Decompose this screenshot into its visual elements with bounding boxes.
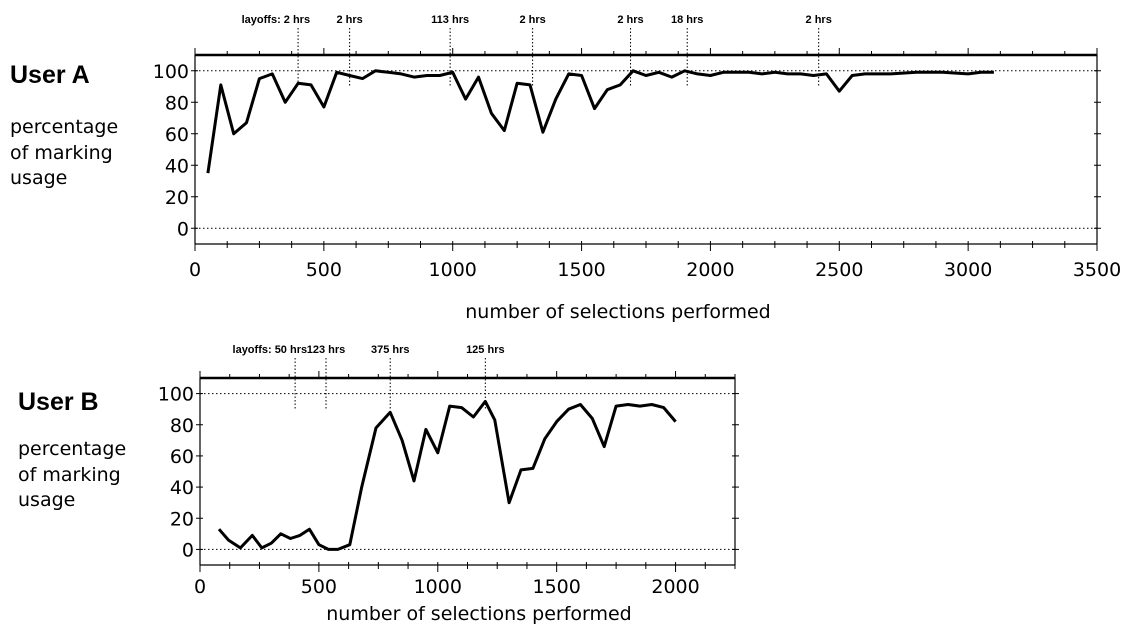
chart-user-b: User B percentage of marking usage numbe…	[18, 344, 739, 625]
y-label-line: of marking	[18, 464, 121, 486]
layoff-label: 123 hrs	[307, 344, 346, 356]
y-tick-label: 60	[165, 124, 189, 146]
x-tick-label: 3000	[944, 259, 992, 281]
y-tick-label: 20	[170, 508, 194, 530]
layoff-label: 2 hrs	[617, 14, 643, 26]
y-tick-label: 0	[182, 539, 194, 561]
y-tick-label: 100	[158, 384, 194, 406]
layoff-label: 125 hrs	[466, 344, 505, 356]
y-tick-label: 40	[165, 155, 189, 177]
y-label-line: usage	[18, 489, 75, 511]
y-label-line: usage	[10, 167, 67, 189]
y-tick-label: 20	[165, 187, 189, 209]
layoff-label: 2 hrs	[336, 14, 362, 26]
layoff-label: layoffs: 50 hrs	[233, 344, 308, 356]
x-tick-label: 2000	[651, 576, 699, 598]
y-tick-label: 80	[170, 415, 194, 437]
y-tick-label: 60	[170, 446, 194, 468]
x-tick-label: 1500	[557, 259, 605, 281]
series-line	[206, 69, 994, 174]
y-tick-label: 80	[165, 92, 189, 114]
x-tick-label: 1000	[414, 576, 462, 598]
layoff-label: 113 hrs	[431, 14, 469, 26]
layoff-label: layoffs: 2 hrs	[242, 14, 310, 26]
y-tick-label: 100	[153, 61, 189, 83]
x-tick-label: 0	[194, 576, 206, 598]
y-tick-label: 40	[170, 477, 194, 499]
x-tick-label: 1000	[429, 259, 477, 281]
x-tick-label: 1500	[532, 576, 580, 598]
layoff-label: 375 hrs	[371, 344, 410, 356]
y-label-line: of marking	[10, 142, 113, 164]
y-tick-label: 0	[177, 218, 189, 240]
y-label-line: percentage	[18, 438, 126, 460]
series-line	[217, 399, 677, 551]
x-tick-label: 500	[306, 259, 342, 281]
x-tick-label: 0	[189, 259, 201, 281]
x-axis-label: number of selections performed	[326, 603, 632, 625]
x-tick-label: 2500	[815, 259, 863, 281]
x-tick-label: 2000	[686, 259, 734, 281]
layoff-label: 2 hrs	[806, 14, 832, 26]
chart-title: User B	[18, 388, 99, 416]
x-axis-label: number of selections performed	[465, 301, 771, 323]
layoff-label: 2 hrs	[519, 14, 545, 26]
chart-user-a: User A percentage of marking usage numbe…	[10, 14, 1121, 323]
y-label-line: percentage	[10, 116, 118, 138]
chart-title: User A	[10, 61, 90, 89]
x-tick-label: 3500	[1073, 259, 1121, 281]
x-tick-label: 500	[301, 576, 337, 598]
layoff-label: 18 hrs	[671, 14, 703, 26]
